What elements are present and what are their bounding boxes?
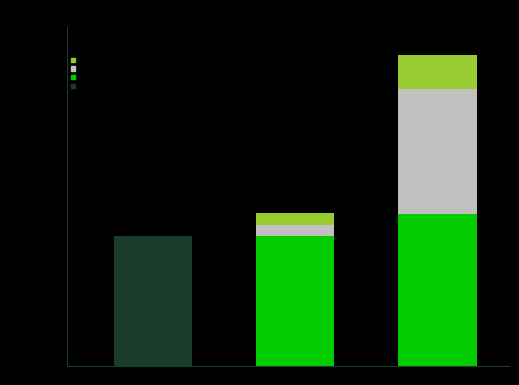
Bar	[256, 236, 334, 366]
Bar	[256, 226, 334, 236]
Legend: CCUS Investment Tax Credit, Clean Fuel Regulation Credit, Technology Innovation : CCUS Investment Tax Credit, Clean Fuel R…	[71, 57, 222, 89]
Bar	[256, 213, 334, 226]
Bar	[399, 89, 476, 214]
Bar	[114, 236, 192, 366]
Bar	[399, 214, 476, 366]
Bar	[399, 55, 476, 89]
